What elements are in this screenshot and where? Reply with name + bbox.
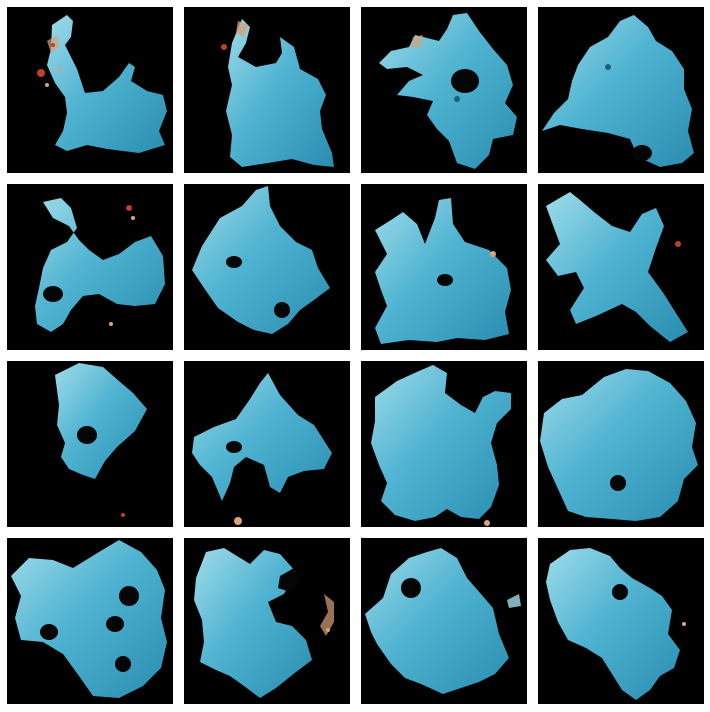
sample-tile bbox=[361, 7, 527, 173]
blob-image bbox=[55, 363, 147, 517]
sample-tile bbox=[184, 7, 350, 173]
blob-image bbox=[37, 15, 167, 153]
blob-image bbox=[371, 365, 511, 526]
blob-image bbox=[546, 548, 686, 700]
sample-tile bbox=[538, 538, 704, 704]
blob-image bbox=[365, 548, 521, 694]
blob-image bbox=[192, 373, 332, 525]
sample-tile bbox=[7, 184, 173, 350]
sample-tile bbox=[361, 361, 527, 527]
sample-tile bbox=[184, 184, 350, 350]
blob-image bbox=[375, 198, 511, 344]
sample-tile bbox=[7, 538, 173, 704]
sample-tile bbox=[361, 538, 527, 704]
blob-image bbox=[221, 19, 334, 167]
blob-image bbox=[192, 186, 330, 334]
sample-tile bbox=[538, 184, 704, 350]
blob-image bbox=[546, 192, 688, 342]
blob-image bbox=[379, 13, 517, 169]
sample-tile bbox=[7, 361, 173, 527]
blob-image bbox=[194, 548, 334, 698]
blob-image bbox=[540, 369, 698, 521]
sample-tile bbox=[538, 7, 704, 173]
sample-tile bbox=[361, 184, 527, 350]
blob-image bbox=[35, 198, 165, 332]
sample-tile bbox=[184, 538, 350, 704]
sample-tile bbox=[538, 361, 704, 527]
blob-image bbox=[542, 15, 694, 167]
sample-tile bbox=[7, 7, 173, 173]
blob-image bbox=[11, 540, 167, 698]
sample-tile bbox=[184, 361, 350, 527]
